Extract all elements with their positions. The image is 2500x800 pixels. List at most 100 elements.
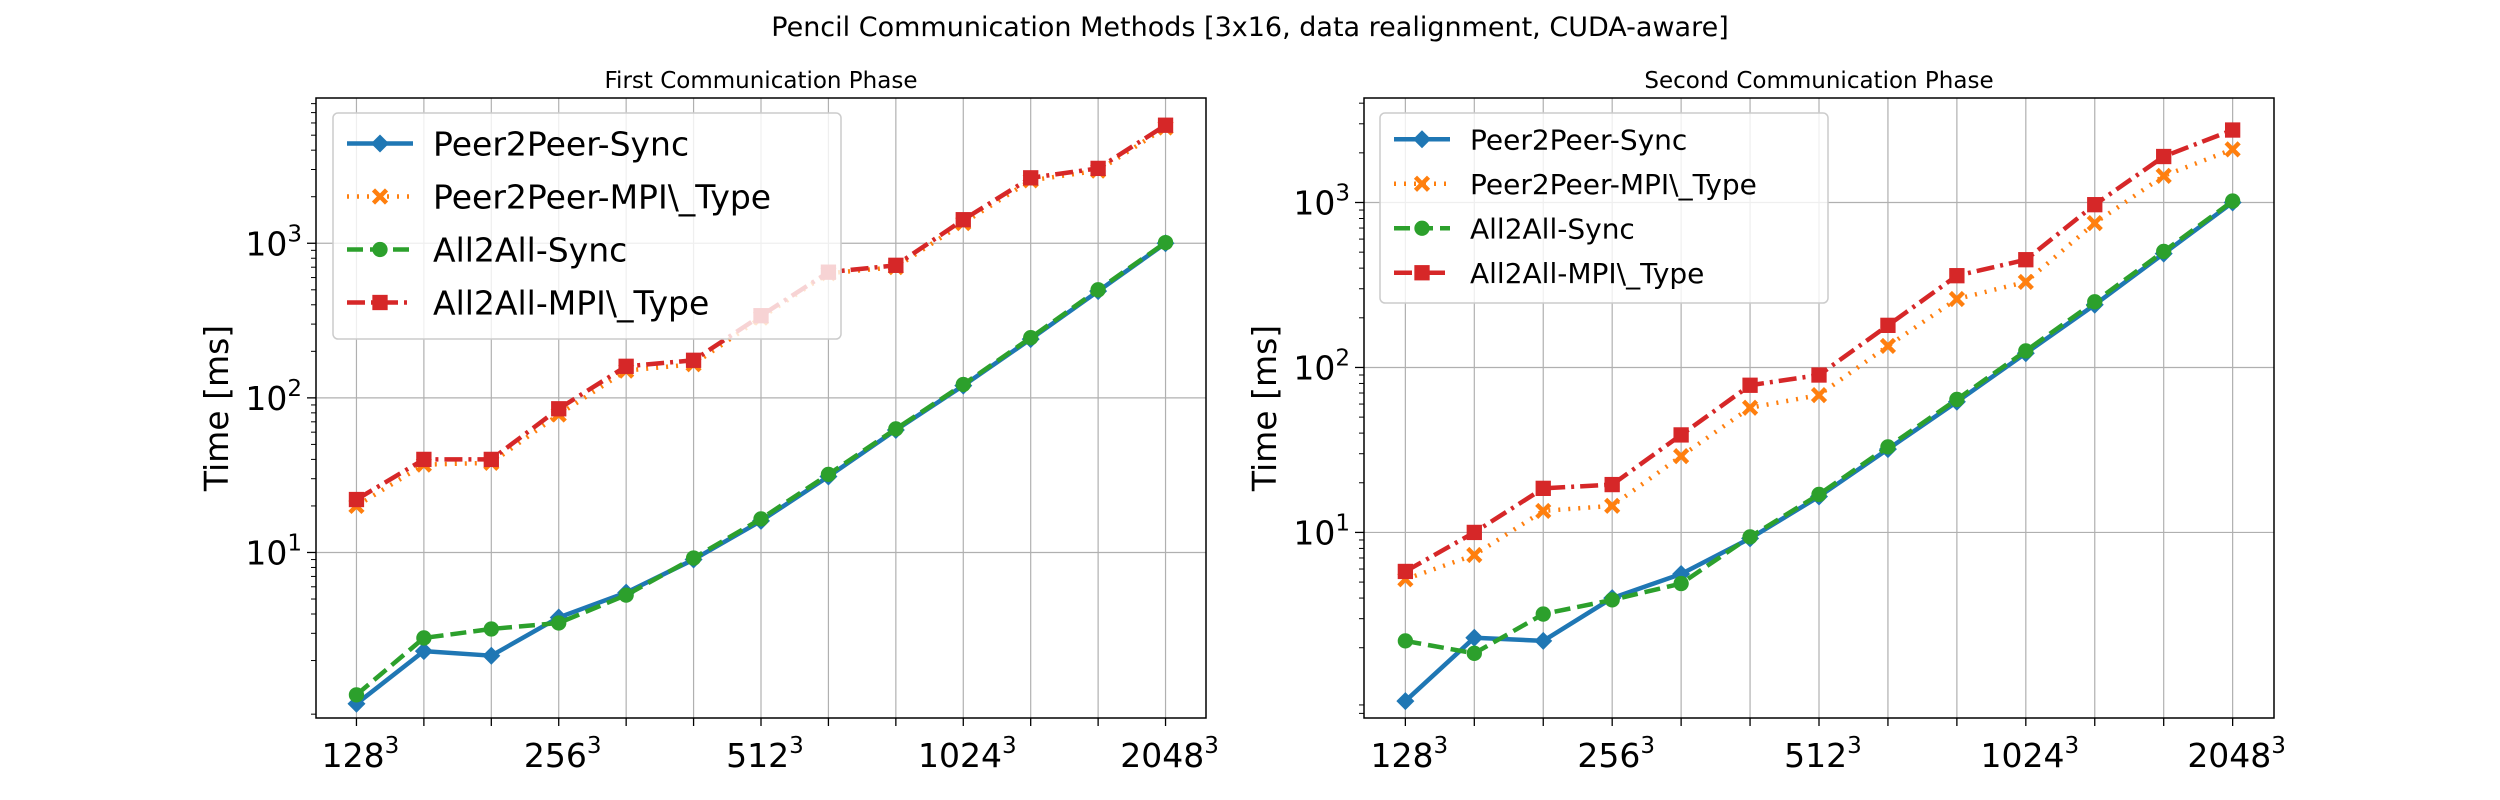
data-point <box>888 257 904 273</box>
data-point <box>1742 377 1758 393</box>
legend-marker <box>1413 130 1431 149</box>
data-point <box>2156 243 2172 260</box>
data-point <box>1157 117 1174 133</box>
data-point <box>2018 343 2034 359</box>
legend-box <box>332 112 842 340</box>
data-point <box>1535 480 1551 497</box>
data-point <box>1810 386 1828 404</box>
data-point <box>955 376 971 393</box>
data-point <box>1673 427 1689 443</box>
data-point <box>1949 391 1965 408</box>
legend-marker <box>371 134 389 153</box>
legend-label: All2All-MPI\_Type <box>1470 257 1704 290</box>
data-point <box>1811 486 1827 503</box>
data-point <box>1534 631 1553 650</box>
legend-marker <box>372 294 388 311</box>
legend-marker <box>1414 220 1430 236</box>
y-tick-label: 102 <box>245 376 302 418</box>
x-tick-label: 10243 <box>918 733 1017 775</box>
y-tick-label: 103 <box>1293 180 1350 222</box>
x-tick-label: 20483 <box>2187 733 2286 775</box>
legend-label: All2All-Sync <box>1470 212 1635 245</box>
data-point <box>1948 290 1965 308</box>
data-point <box>1673 448 1690 465</box>
x-tick-label: 1283 <box>1371 733 1449 775</box>
data-point <box>482 646 501 665</box>
data-point <box>551 401 567 417</box>
data-point <box>416 451 432 468</box>
data-point <box>1604 476 1620 493</box>
data-point <box>820 466 837 483</box>
data-point <box>1673 575 1689 592</box>
data-point <box>685 550 702 566</box>
legend-marker <box>372 241 388 258</box>
legend-marker <box>371 188 389 205</box>
panel-2: 1283 2563 5123 10243 20483 101 102 103 Time [ms]… <box>1245 68 2286 775</box>
data-point <box>2087 197 2103 213</box>
x-tick-label: 5123 <box>1784 733 1862 775</box>
data-point <box>2156 148 2172 165</box>
data-point <box>618 358 634 374</box>
data-point <box>1396 692 1415 711</box>
data-point <box>1397 633 1414 649</box>
legend: Peer2Peer-Sync Peer2Peer-MPI\_Type All2All… <box>1379 112 1829 304</box>
legend-label: Peer2Peer-Sync <box>1470 123 1687 156</box>
data-point <box>1090 282 1106 298</box>
panel-title: First Communication Phase <box>605 68 918 94</box>
data-point <box>1880 317 1896 334</box>
y-axis-label: Time [ms] <box>1245 325 1284 492</box>
x-tick-label: 10243 <box>1981 733 2080 775</box>
data-point <box>1741 399 1759 416</box>
x-tick-label: 1283 <box>322 733 400 775</box>
data-point <box>753 511 769 527</box>
data-point <box>1535 502 1552 520</box>
panel-1: 1283 2563 5123 10243 20483 101 102 103 Time [ms]… <box>197 68 1219 775</box>
data-point <box>483 621 499 637</box>
data-point <box>348 491 365 508</box>
legend-label: Peer2Peer-MPI\_Type <box>433 177 771 216</box>
legend-label: Peer2Peer-Sync <box>433 124 689 163</box>
y-tick-label: 101 <box>245 530 302 572</box>
legend-box <box>1379 112 1829 304</box>
data-point <box>1157 234 1174 251</box>
legend-marker <box>1414 265 1430 281</box>
y-tick-label: 102 <box>1293 345 1350 387</box>
legend-marker <box>1413 175 1431 192</box>
data-point <box>2224 193 2241 209</box>
data-point <box>685 352 702 368</box>
data-point <box>1466 645 1482 661</box>
legend-label: Peer2Peer-MPI\_Type <box>1470 168 1757 201</box>
data-point <box>1811 367 1827 383</box>
panel-title: Second Communication Phase <box>1644 68 1993 94</box>
x-tick-label: 2563 <box>1577 733 1655 775</box>
data-point <box>1604 592 1620 608</box>
data-point <box>551 615 567 631</box>
data-point <box>2155 167 2172 184</box>
y-tick-label: 101 <box>1293 510 1350 552</box>
x-tick-label: 2563 <box>524 733 602 775</box>
data-point <box>2018 252 2034 268</box>
data-point <box>1604 497 1621 514</box>
data-point <box>2017 273 2034 291</box>
data-point <box>1090 160 1106 177</box>
data-point <box>2087 294 2103 310</box>
data-point <box>618 587 634 603</box>
data-point <box>414 642 433 661</box>
x-tick-label: 5123 <box>726 733 804 775</box>
y-axis-label: Time [ms] <box>197 325 236 492</box>
data-point <box>955 212 971 228</box>
data-point <box>888 421 904 437</box>
data-point <box>416 630 432 646</box>
x-tick-label: 20483 <box>1120 733 1219 775</box>
data-point <box>1949 268 1965 284</box>
figure-title: Pencil Communication Methods [3x16, data… <box>771 12 1729 43</box>
data-point <box>1535 606 1551 622</box>
data-point <box>2224 122 2241 138</box>
data-point <box>1879 337 1897 355</box>
data-point <box>483 451 499 468</box>
legend: Peer2Peer-Sync Peer2Peer-MPI\_Type All2All… <box>332 112 842 340</box>
data-point <box>1023 330 1039 346</box>
data-point <box>1466 524 1482 541</box>
data-point <box>1023 170 1039 186</box>
